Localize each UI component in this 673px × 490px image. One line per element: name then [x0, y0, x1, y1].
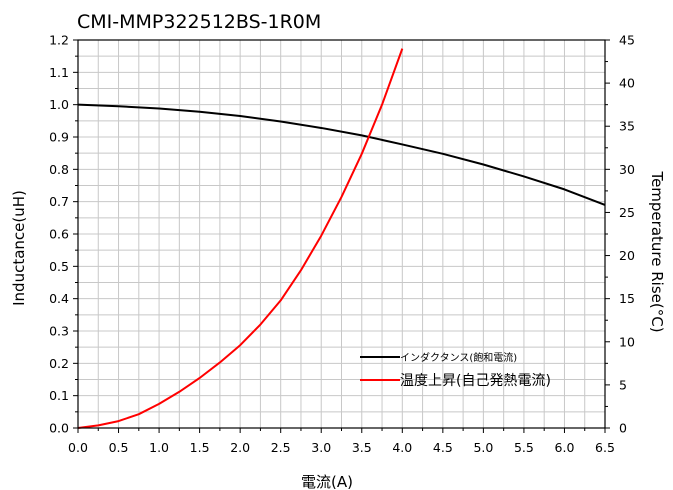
- x-tick-label: 0.0: [68, 440, 88, 455]
- y-right-tick-label: 5: [619, 377, 627, 392]
- y-left-tick-label: 0.3: [49, 324, 69, 339]
- x-axis-title: 電流(A): [301, 473, 353, 490]
- legend: インダクタンス(飽和電流) 温度上昇(自己発熱電流): [360, 351, 551, 389]
- x-tick-label: 4.0: [392, 440, 412, 455]
- x-tick-label: 1.0: [149, 440, 169, 455]
- x-tick-label: 3.0: [311, 440, 331, 455]
- y-axis-title-right: Temperature Rise(°C): [648, 170, 666, 332]
- y-left-tick-label: 0.4: [49, 291, 69, 306]
- x-tick-label: 0.5: [109, 440, 129, 455]
- x-tick-label: 3.5: [352, 440, 372, 455]
- y-right-tick-label: 15: [619, 291, 635, 306]
- y-left-tick-label: 0.2: [49, 356, 69, 371]
- legend-label-temperature: 温度上昇(自己発熱電流): [400, 373, 551, 389]
- y-left-tick-label: 0.0: [49, 421, 69, 436]
- tick-labels: 0.0 0.5 1.0 1.5 2.0 2.5 3.0 3.5 4.0 4.5 5.0 5.5 6.0 6…: [49, 33, 635, 456]
- series-line-inductance: [77, 103, 606, 206]
- x-tick-label: 2.5: [271, 440, 291, 455]
- y-left-tick-label: 0.7: [49, 194, 69, 209]
- x-tick-label: 5.5: [514, 440, 534, 455]
- y-left-tick-label: 0.6: [49, 227, 69, 242]
- x-tick-label: 6.5: [595, 440, 615, 455]
- axis-ticks: [73, 39, 610, 433]
- y-right-tick-label: 35: [619, 119, 635, 134]
- x-tick-label: 1.5: [190, 440, 210, 455]
- x-tick-label: 6.0: [555, 440, 575, 455]
- y-right-tick-label: 40: [619, 76, 635, 91]
- y-right-tick-label: 25: [619, 205, 635, 220]
- y-left-tick-label: 0.1: [49, 388, 69, 403]
- y-left-tick-label: 1.2: [49, 33, 69, 48]
- x-tick-label: 2.0: [230, 440, 250, 455]
- y-left-tick-label: 0.5: [49, 259, 69, 274]
- y-right-tick-label: 10: [619, 334, 635, 349]
- x-tick-label: 4.5: [433, 440, 453, 455]
- y-right-tick-label: 45: [619, 33, 635, 48]
- y-left-tick-label: 0.8: [49, 162, 69, 177]
- series-group: [77, 48, 606, 429]
- legend-label-inductance: インダクタンス(飽和電流): [400, 351, 517, 364]
- x-tick-label: 5.0: [473, 440, 493, 455]
- y-right-tick-label: 0: [619, 421, 627, 436]
- y-left-tick-label: 1.1: [49, 65, 69, 80]
- y-left-tick-label: 0.9: [49, 130, 69, 145]
- series-line-temperature-rise: [77, 48, 404, 429]
- y-right-tick-label: 20: [619, 248, 635, 263]
- y-left-tick-label: 1.0: [49, 97, 69, 112]
- y-axis-title-left: Inductance(uH): [10, 190, 28, 306]
- y-right-tick-label: 30: [619, 162, 635, 177]
- chart-title: CMI-MMP322512BS-1R0M: [77, 11, 321, 33]
